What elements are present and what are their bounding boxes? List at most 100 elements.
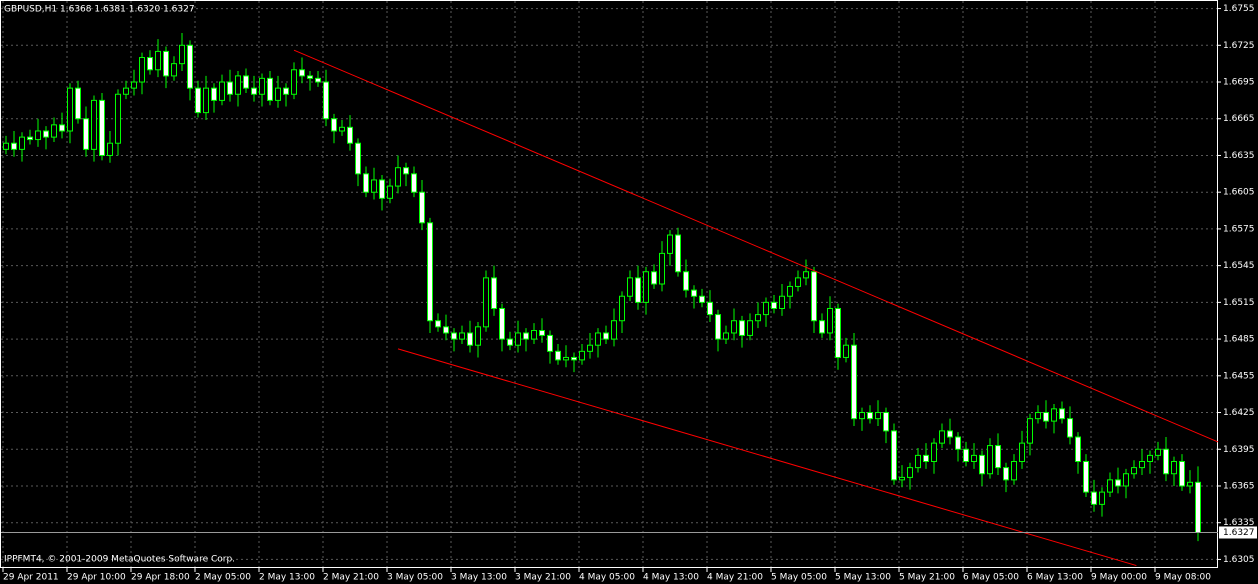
candle-body	[411, 173, 417, 193]
candle-body	[1011, 461, 1017, 481]
x-tick-label: 3 May 05:00	[387, 573, 443, 583]
candle-body	[955, 436, 961, 450]
x-tick-label: 2 May 21:00	[323, 573, 379, 583]
candle-body	[611, 320, 617, 340]
candle-body	[339, 126, 345, 132]
candle-body	[67, 87, 73, 132]
candle-body	[171, 63, 177, 77]
candle-body	[907, 467, 913, 478]
candle-body	[11, 142, 17, 150]
candle-body	[1147, 454, 1153, 462]
candle-body	[827, 307, 833, 334]
candle-body	[155, 50, 161, 71]
price-box	[1219, 526, 1257, 539]
x-tick-label: 2 May 05:00	[195, 573, 251, 583]
candle-body	[899, 476, 905, 481]
x-tick-label: 4 May 13:00	[643, 573, 699, 583]
candle-body	[275, 87, 281, 101]
y-tick-label: 1.6425	[1223, 408, 1255, 418]
x-tick-label: 29 Apr 2011	[3, 573, 59, 583]
candle-body	[187, 44, 193, 89]
candle-body	[315, 77, 321, 83]
y-tick-label: 1.6485	[1223, 335, 1255, 345]
candle-body	[235, 75, 241, 95]
x-tick-label: 5 May 05:00	[771, 573, 827, 583]
candle-body	[419, 191, 425, 224]
x-tick-label: 9 May 08:00	[1155, 573, 1211, 583]
candle-body	[939, 430, 945, 444]
candle-body	[659, 252, 665, 285]
candle-body	[507, 338, 513, 346]
candle-body	[987, 445, 993, 475]
candle-body	[675, 234, 681, 273]
candle-body	[203, 87, 209, 114]
x-tick-label: 9 May 00:00	[1091, 573, 1147, 583]
candle-body	[747, 320, 753, 336]
y-tick-label: 1.6515	[1223, 298, 1255, 308]
candle-body	[379, 179, 385, 199]
candle-body	[843, 344, 849, 358]
candle-body	[1067, 418, 1073, 438]
candle-body	[779, 295, 785, 309]
y-tick-label: 1.6575	[1223, 224, 1255, 234]
candle-body	[979, 454, 985, 475]
candle-body	[299, 69, 305, 77]
x-tick-label: 2 May 13:00	[259, 573, 315, 583]
candle-body	[667, 234, 673, 254]
y-tick-label: 1.6455	[1223, 371, 1255, 381]
candle-body	[219, 81, 225, 101]
y-tick-label: 1.6755	[1223, 4, 1255, 14]
candle-body	[451, 332, 457, 340]
candle-body	[491, 277, 497, 309]
candle-body	[107, 142, 113, 156]
candle-body	[1059, 408, 1065, 420]
x-tick-label: 6 May 13:00	[1027, 573, 1083, 583]
candle-body	[539, 330, 545, 336]
y-tick-label: 1.6365	[1223, 481, 1255, 491]
candle-body	[331, 118, 337, 132]
candle-body	[1091, 491, 1097, 505]
y-tick-label: 1.6695	[1223, 78, 1255, 88]
candle-body	[1171, 461, 1177, 475]
candle-body	[363, 173, 369, 193]
candle-body	[483, 277, 489, 328]
y-tick-label: 1.6725	[1223, 41, 1255, 51]
candle-body	[571, 356, 577, 361]
candle-body	[19, 136, 25, 150]
candle-body	[435, 320, 441, 328]
candle-body	[635, 277, 641, 303]
candle-body	[803, 271, 809, 279]
x-tick-label: 5 May 13:00	[835, 573, 891, 583]
candle-body	[227, 81, 233, 95]
candle-body	[971, 454, 977, 462]
y-tick-label: 1.6395	[1223, 445, 1255, 455]
candle-body	[883, 412, 889, 432]
candle-body	[707, 301, 713, 316]
candle-body	[923, 454, 929, 462]
candle-body	[347, 126, 353, 144]
candle-body	[603, 332, 609, 340]
candle-body	[27, 136, 33, 141]
candle-body	[307, 75, 313, 79]
y-tick-label: 1.6605	[1223, 188, 1255, 198]
candle-body	[835, 307, 841, 358]
y-tick-label: 1.6335	[1223, 518, 1255, 528]
x-tick-label: 29 Apr 10:00	[67, 573, 126, 583]
candle-body	[771, 301, 777, 309]
candle-body	[1187, 481, 1193, 487]
candle-body	[427, 222, 433, 322]
candle-body	[395, 167, 401, 187]
y-tick-label: 1.6635	[1223, 151, 1255, 161]
candle-body	[731, 320, 737, 334]
candle-body	[51, 124, 57, 138]
candle-body	[579, 350, 585, 361]
candle-body	[59, 124, 65, 132]
x-tick-label: 29 Apr 18:00	[131, 573, 190, 583]
candle-body	[947, 430, 953, 438]
candle-body	[1179, 461, 1185, 487]
candle-body	[139, 57, 145, 83]
candle-body	[371, 179, 377, 193]
candle-body	[147, 57, 153, 71]
candle-body	[787, 285, 793, 297]
candle-body	[355, 142, 361, 175]
